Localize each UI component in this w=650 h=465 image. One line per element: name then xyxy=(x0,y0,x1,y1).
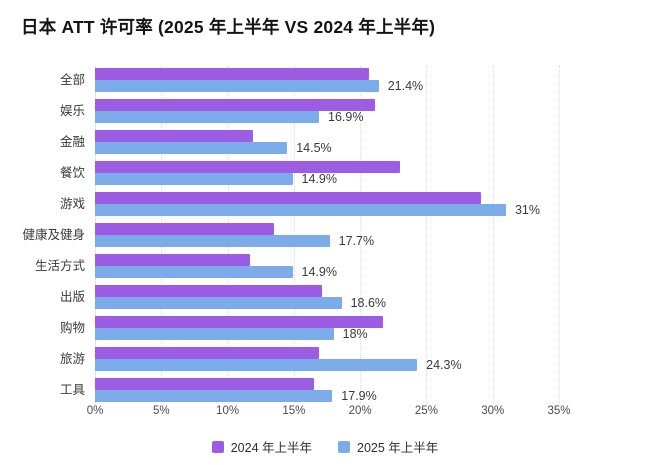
category-row: 出版 18.6% xyxy=(0,285,650,309)
x-tick-label: 5% xyxy=(152,405,170,417)
bar-group: 17.9% xyxy=(95,378,650,402)
category-row: 健康及健身 17.7% xyxy=(0,223,650,247)
category-label: 生活方式 xyxy=(34,259,85,273)
bar-group: 24.3% xyxy=(95,347,650,371)
bar-group: 31% xyxy=(95,192,650,216)
bar-2025 年上半年 xyxy=(95,142,288,154)
category-label: 旅游 xyxy=(59,352,85,366)
bar-group: 14.9% xyxy=(95,254,650,278)
value-label: 17.7% xyxy=(338,234,375,248)
category-row: 全部 21.4% xyxy=(0,68,650,92)
bar-2025 年上半年 xyxy=(95,204,506,216)
gridline-20% xyxy=(360,66,362,404)
category-row: 餐饮 14.9% xyxy=(0,161,650,185)
bar-2025 年上半年 xyxy=(95,173,293,185)
bar-2024 年上半年 xyxy=(95,223,274,235)
gridline-25% xyxy=(426,66,428,404)
legend-label: 2024 年上半年 xyxy=(230,441,312,455)
category-label: 金融 xyxy=(59,135,85,149)
bar-2025 年上半年 xyxy=(95,390,333,402)
x-tick-label: 20% xyxy=(348,405,372,417)
legend-item: 2025 年上半年 xyxy=(338,437,438,456)
bar-2025 年上半年 xyxy=(95,111,320,123)
category-row: 购物 18% xyxy=(0,316,650,340)
value-label: 24.3% xyxy=(426,358,462,372)
bar-2025 年上半年 xyxy=(95,359,418,371)
category-row: 游戏 31% xyxy=(0,192,650,216)
bar-2025 年上半年 xyxy=(95,328,334,340)
bar-group: 14.9% xyxy=(95,161,650,185)
bar-group: 17.7% xyxy=(95,223,650,247)
value-label: 14.5% xyxy=(296,141,332,155)
category-label: 出版 xyxy=(59,290,85,304)
bar-2025 年上半年 xyxy=(95,80,379,92)
value-label: 16.9% xyxy=(328,110,364,124)
bar-2024 年上半年 xyxy=(95,347,320,359)
category-label: 健康及健身 xyxy=(22,228,85,242)
category-row: 旅游 24.3% xyxy=(0,347,650,371)
legend: 2024 年上半年 2025 年上半年 xyxy=(0,437,650,456)
bar-2024 年上半年 xyxy=(95,161,400,173)
value-label: 14.9% xyxy=(301,265,337,279)
bar-group: 21.4% xyxy=(95,68,650,92)
legend-swatch-icon xyxy=(211,440,224,453)
x-tick-label: 10% xyxy=(216,405,240,417)
bar-group: 18.6% xyxy=(95,285,650,309)
category-label: 娱乐 xyxy=(59,104,85,118)
category-label: 全部 xyxy=(59,73,85,87)
bar-2024 年上半年 xyxy=(95,130,253,142)
bar-2024 年上半年 xyxy=(95,99,375,111)
bar-2025 年上半年 xyxy=(95,297,342,309)
category-row: 生活方式 14.9% xyxy=(0,254,650,278)
bar-2024 年上半年 xyxy=(95,192,481,204)
chart-title: 日本 ATT 许可率 (2025 年上半年 VS 2024 年上半年) xyxy=(21,17,436,37)
legend-swatch-icon xyxy=(338,440,350,453)
bar-group: 16.9% xyxy=(95,99,650,123)
chart-rows: 全部 21.4% 娱乐 16.9% 金融 14.5% 餐饮 14.9% 游戏 31% 健康及健身 17… xyxy=(0,68,650,409)
bar-2024 年上半年 xyxy=(95,68,370,80)
category-label: 购物 xyxy=(59,321,85,335)
category-label: 工具 xyxy=(59,383,85,397)
x-tick-label: 35% xyxy=(547,405,571,417)
bar-2024 年上半年 xyxy=(95,378,314,390)
category-row: 工具 17.9% xyxy=(0,378,650,402)
legend-label: 2025 年上半年 xyxy=(357,441,439,455)
category-label: 餐饮 xyxy=(59,166,85,180)
value-label: 18% xyxy=(342,327,368,341)
bar-chart: 全部 21.4% 娱乐 16.9% 金融 14.5% 餐饮 14.9% 游戏 31% 健康及健身 17… xyxy=(0,66,650,465)
category-row: 金融 14.5% xyxy=(0,130,650,154)
value-label: 31% xyxy=(514,203,540,217)
bar-2024 年上半年 xyxy=(95,254,251,266)
value-label: 14.9% xyxy=(301,172,337,186)
bar-group: 14.5% xyxy=(95,130,650,154)
x-tick-label: 15% xyxy=(282,405,306,417)
bar-2024 年上半年 xyxy=(95,316,383,328)
x-tick-label: 0% xyxy=(86,405,104,417)
x-tick-label: 25% xyxy=(414,405,438,417)
bar-group: 18% xyxy=(95,316,650,340)
bar-2025 年上半年 xyxy=(95,235,330,247)
gridline-30% xyxy=(492,66,494,404)
category-row: 娱乐 16.9% xyxy=(0,99,650,123)
value-label: 17.9% xyxy=(341,389,377,403)
gridline-35% xyxy=(559,66,560,404)
bar-2024 年上半年 xyxy=(95,285,322,297)
bar-2025 年上半年 xyxy=(95,266,293,278)
value-label: 21.4% xyxy=(387,79,424,93)
x-tick-label: 30% xyxy=(481,405,505,417)
category-label: 游戏 xyxy=(59,197,85,211)
value-label: 18.6% xyxy=(350,296,387,310)
legend-item: 2024 年上半年 xyxy=(211,437,312,456)
